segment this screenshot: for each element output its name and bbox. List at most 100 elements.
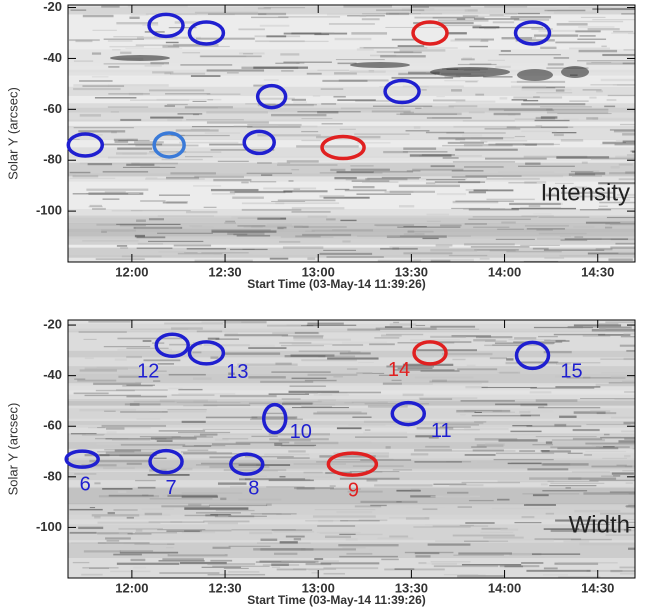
streak [113, 553, 142, 556]
streak [69, 171, 91, 174]
streak [386, 235, 447, 238]
streak [178, 388, 203, 391]
streak [497, 228, 524, 230]
streak [461, 481, 520, 484]
streak [141, 508, 174, 510]
streak [458, 181, 486, 183]
streak [148, 218, 165, 221]
streak [462, 15, 479, 18]
streak [426, 117, 472, 119]
streak [144, 512, 163, 516]
streak [414, 16, 475, 19]
streak [610, 416, 635, 419]
streak [367, 177, 420, 180]
streak [381, 334, 402, 337]
streak [621, 13, 635, 15]
streak [435, 540, 489, 542]
streak [280, 235, 334, 239]
streak [262, 563, 300, 566]
streak [177, 113, 203, 115]
streak [171, 134, 230, 137]
frame [67, 4, 636, 263]
streak [243, 226, 263, 228]
streak [112, 49, 121, 51]
streak [108, 66, 120, 68]
streak [586, 117, 599, 120]
streak [493, 458, 554, 461]
streak [301, 406, 333, 408]
streak [571, 471, 610, 473]
streak [517, 12, 540, 15]
streak [136, 236, 166, 239]
streak [213, 253, 254, 255]
band [68, 6, 635, 15]
streak [619, 566, 635, 569]
streak [501, 221, 516, 224]
streak [616, 84, 635, 86]
streak [243, 53, 254, 55]
marker [326, 451, 379, 477]
streak [568, 477, 617, 480]
streak [347, 490, 383, 493]
streak [349, 471, 400, 473]
streak [456, 411, 515, 413]
streak [455, 138, 466, 141]
streak [301, 359, 357, 362]
streak [320, 88, 344, 90]
streak [248, 347, 287, 349]
streak [232, 196, 264, 199]
streak [384, 190, 414, 194]
streak [274, 444, 317, 446]
streak [425, 182, 436, 185]
streak [250, 513, 297, 515]
marker [514, 340, 551, 371]
streak [321, 123, 343, 125]
streak [410, 339, 460, 341]
streak [432, 435, 454, 437]
streak [193, 185, 222, 187]
streak [294, 487, 334, 490]
streak [225, 321, 267, 324]
streak [547, 480, 599, 483]
streak [122, 152, 177, 155]
streak [464, 409, 502, 412]
streak [174, 21, 205, 24]
band [68, 401, 635, 406]
y-tick-label: -80 [43, 468, 62, 483]
streak [615, 242, 635, 245]
streak [288, 180, 294, 182]
streak [452, 358, 466, 361]
streak [486, 177, 540, 180]
streak [173, 244, 212, 247]
streak [141, 99, 178, 101]
streak [464, 454, 496, 456]
streak [620, 573, 635, 575]
streak [555, 386, 601, 388]
streak [234, 190, 293, 193]
streak [421, 177, 468, 180]
streak [347, 328, 381, 331]
streak [603, 433, 610, 436]
streak [623, 529, 632, 532]
streak [401, 8, 435, 11]
streak [458, 552, 512, 555]
streak [509, 202, 561, 206]
streak [339, 352, 371, 355]
streak [397, 45, 425, 48]
streak [534, 119, 570, 122]
streak [135, 381, 142, 383]
streak [596, 412, 617, 415]
streak [82, 240, 139, 242]
streak [371, 110, 411, 113]
streak [153, 380, 161, 382]
streak [605, 521, 635, 523]
streak [386, 365, 435, 368]
streak [630, 506, 635, 509]
streak [546, 111, 609, 114]
band [68, 65, 635, 73]
streak [108, 93, 150, 95]
band [68, 209, 635, 216]
streak [541, 450, 571, 453]
streak [415, 435, 434, 438]
streak [155, 437, 173, 441]
